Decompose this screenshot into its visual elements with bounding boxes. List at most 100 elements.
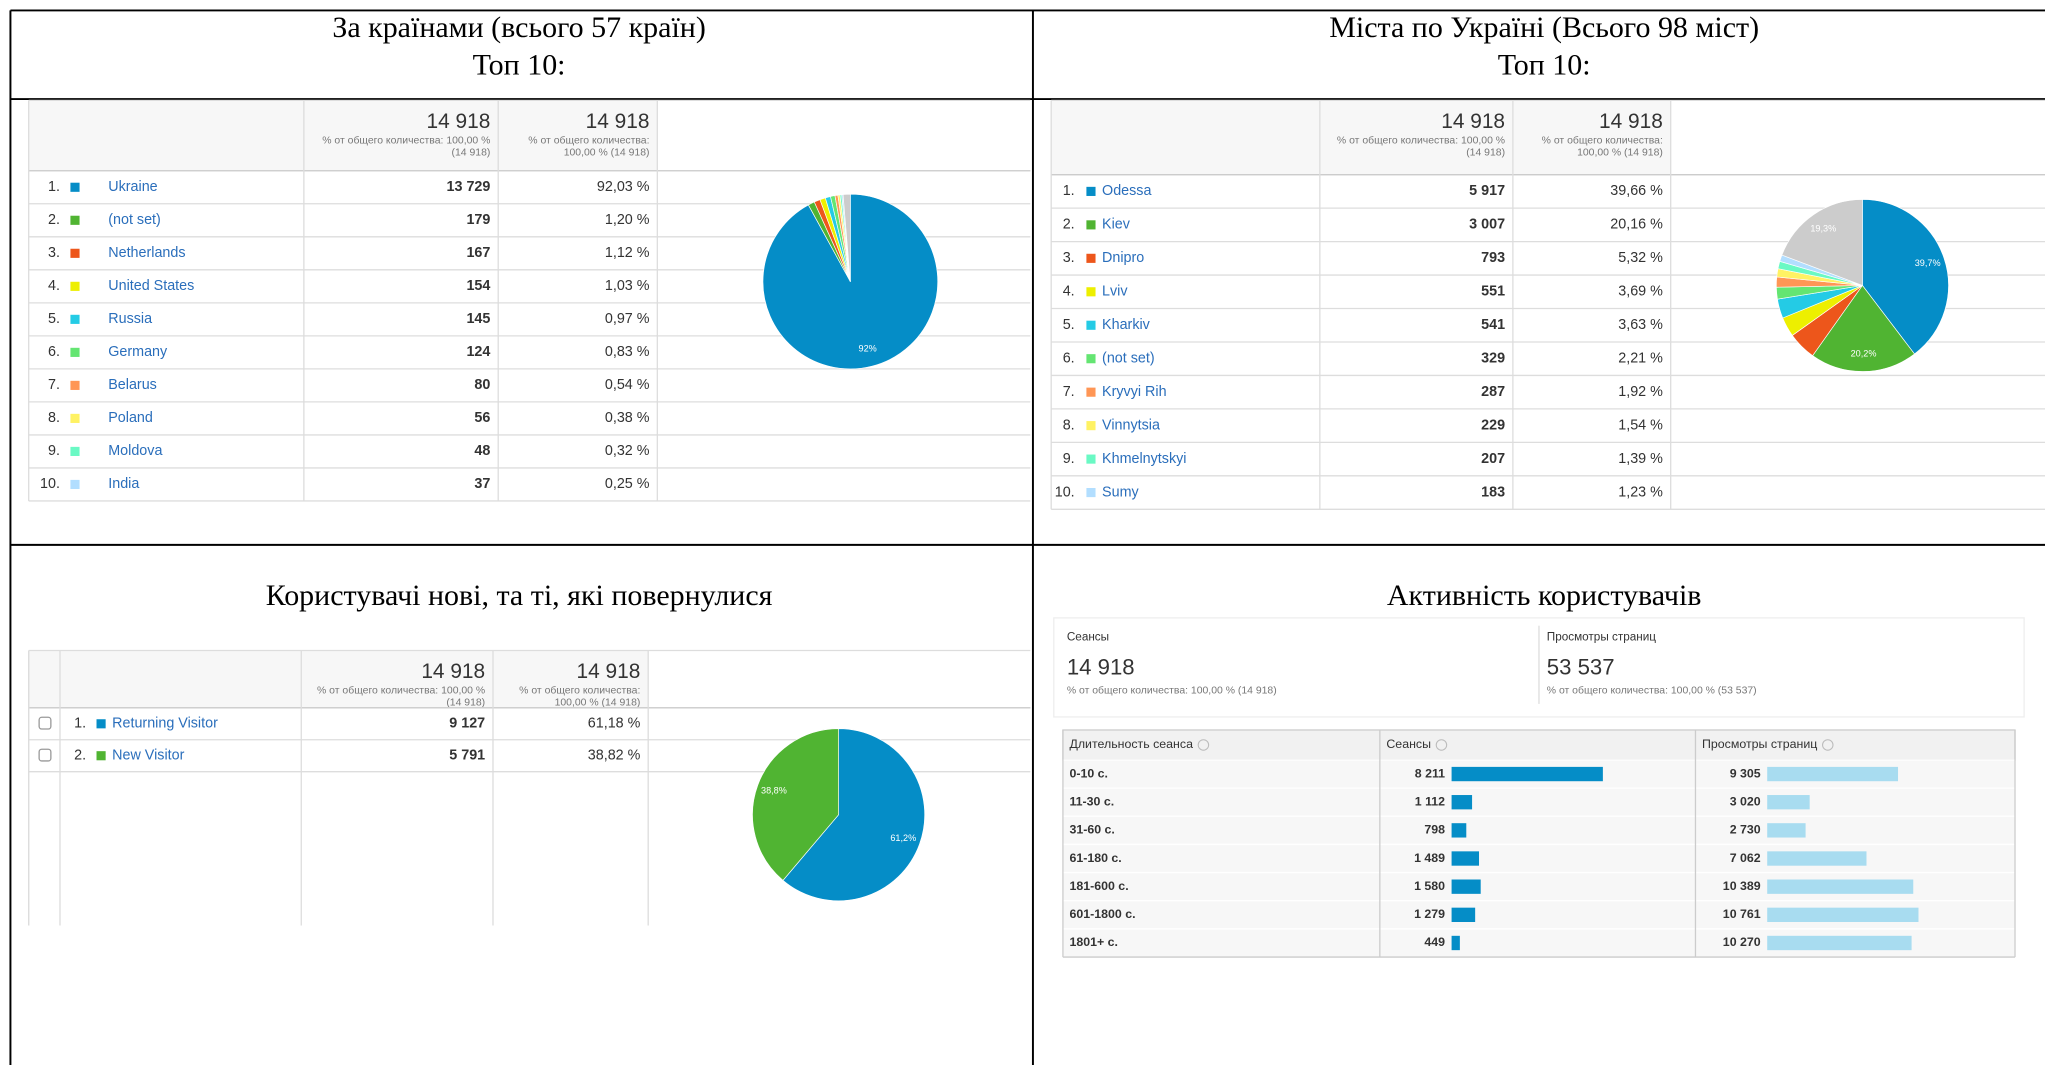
row-share: 0,97 % [605,311,650,327]
row-sessions: 56 [474,410,490,426]
row-rank: 2. [1063,217,1075,233]
pie-label: 92% [859,344,877,354]
row-rank: 2. [74,748,86,764]
legend-swatch [70,413,80,423]
bar [1767,879,1914,894]
row-sessions: 154 [466,278,490,294]
row-sessions: 551 [1481,284,1505,300]
row-name: Kryvyi Rih [1102,384,1167,400]
column-total: 14 918 [577,660,641,683]
bar [1451,907,1476,923]
row-rank: 5. [1063,317,1075,333]
pie-slice [1781,199,1863,286]
legend-swatch [1086,220,1096,230]
legend-swatch [70,248,80,258]
pie-slice [782,728,925,902]
column-note: (14 918) [1466,147,1505,158]
bar [1767,851,1867,866]
row-name: Germany [108,344,168,360]
row-share: 39,66 % [1610,183,1663,199]
column-total: 14 918 [1441,110,1505,133]
bar [1451,766,1603,782]
metric-note: % от общего количества: 100,00 % (14 918… [1067,685,1277,697]
column-note: % от общего количества: [519,685,640,697]
row-name: Poland [108,410,153,426]
row-sessions: 48 [474,443,490,459]
row-name: Belarus [108,377,157,393]
row-rank: 10. [1055,484,1075,500]
legend-swatch [1086,253,1096,263]
help-icon [1822,739,1834,751]
row-share: 0,38 % [605,410,650,426]
bar-value: 798 [1424,823,1445,837]
bar-value: 10 761 [1723,907,1761,921]
row-label: 11-30 с. [1069,794,1114,808]
column-header: Просмотры страниц [1702,737,1817,751]
section-title: Міста по Україні (Всього 98 міст) [1329,11,1759,44]
checkbox [38,716,52,730]
bar-value: 1 279 [1414,907,1445,921]
column-note: 100,00 % (14 918) [555,697,641,708]
checkbox [38,748,52,762]
bar-value: 10 270 [1723,935,1761,949]
column-note: % от общего количества: [1542,135,1663,147]
row-share: 1,92 % [1618,384,1663,400]
pie-label: 19,3% [1810,223,1836,233]
row-sessions: 793 [1481,250,1505,266]
section-subtitle: Топ 10: [473,49,566,82]
table-row [1062,815,2016,846]
row-sessions: 541 [1481,317,1505,333]
row-rank: 8. [48,410,60,426]
bar [1451,795,1473,810]
frame [9,9,2045,1065]
bar [1767,935,1912,951]
legend-swatch [70,347,80,357]
row-sessions: 5 791 [449,748,485,764]
row-label: 31-60 с. [1069,823,1114,837]
row-name: India [108,476,139,492]
legend-swatch [1086,287,1096,297]
column-note: (14 918) [452,147,491,158]
table-header [1051,100,1671,175]
row-sessions: 207 [1481,451,1505,467]
column-note: (14 918) [446,697,485,708]
row-label: 61-180 с. [1069,851,1121,865]
legend-swatch [70,314,80,324]
row-label: 601-1800 с. [1069,907,1135,921]
bar [1767,907,1919,923]
row-rank: 8. [1063,417,1075,433]
row-name: (not set) [1102,351,1155,367]
bar [1767,766,1899,782]
bar [1451,879,1481,894]
bar-value: 7 062 [1730,851,1761,865]
bar-value: 1 580 [1414,879,1445,893]
bar-value: 449 [1424,935,1445,949]
row-name: (not set) [108,212,161,228]
row-name: Sumy [1102,484,1139,500]
row-rank: 4. [48,278,60,294]
bar [1767,795,1810,810]
row-name: Kharkiv [1102,317,1151,333]
row-share: 0,32 % [605,443,650,459]
column-note: 100,00 % (14 918) [1577,147,1663,158]
row-share: 1,12 % [605,245,650,261]
metric-value: 14 918 [1067,655,1135,680]
bar [1451,823,1467,838]
row-name: Returning Visitor [112,716,218,732]
legend-swatch [1086,454,1096,464]
table-row [1062,787,2016,817]
row-sessions: 167 [466,245,490,261]
column-note: % от общего количества: 100,00 % [1337,135,1505,147]
row-name: Vinnytsia [1102,417,1160,433]
pie-slice [1862,199,1949,355]
row-share: 1,03 % [605,278,650,294]
row-rank: 6. [48,344,60,360]
row-name: Netherlands [108,245,185,261]
row-share: 0,25 % [605,476,650,492]
column-note: % от общего количества: 100,00 % [317,685,485,697]
metric-label: Сеансы [1067,631,1109,644]
row-share: 0,54 % [605,377,650,393]
row-label: 0-10 с. [1069,766,1108,780]
row-rank: 3. [48,245,60,261]
